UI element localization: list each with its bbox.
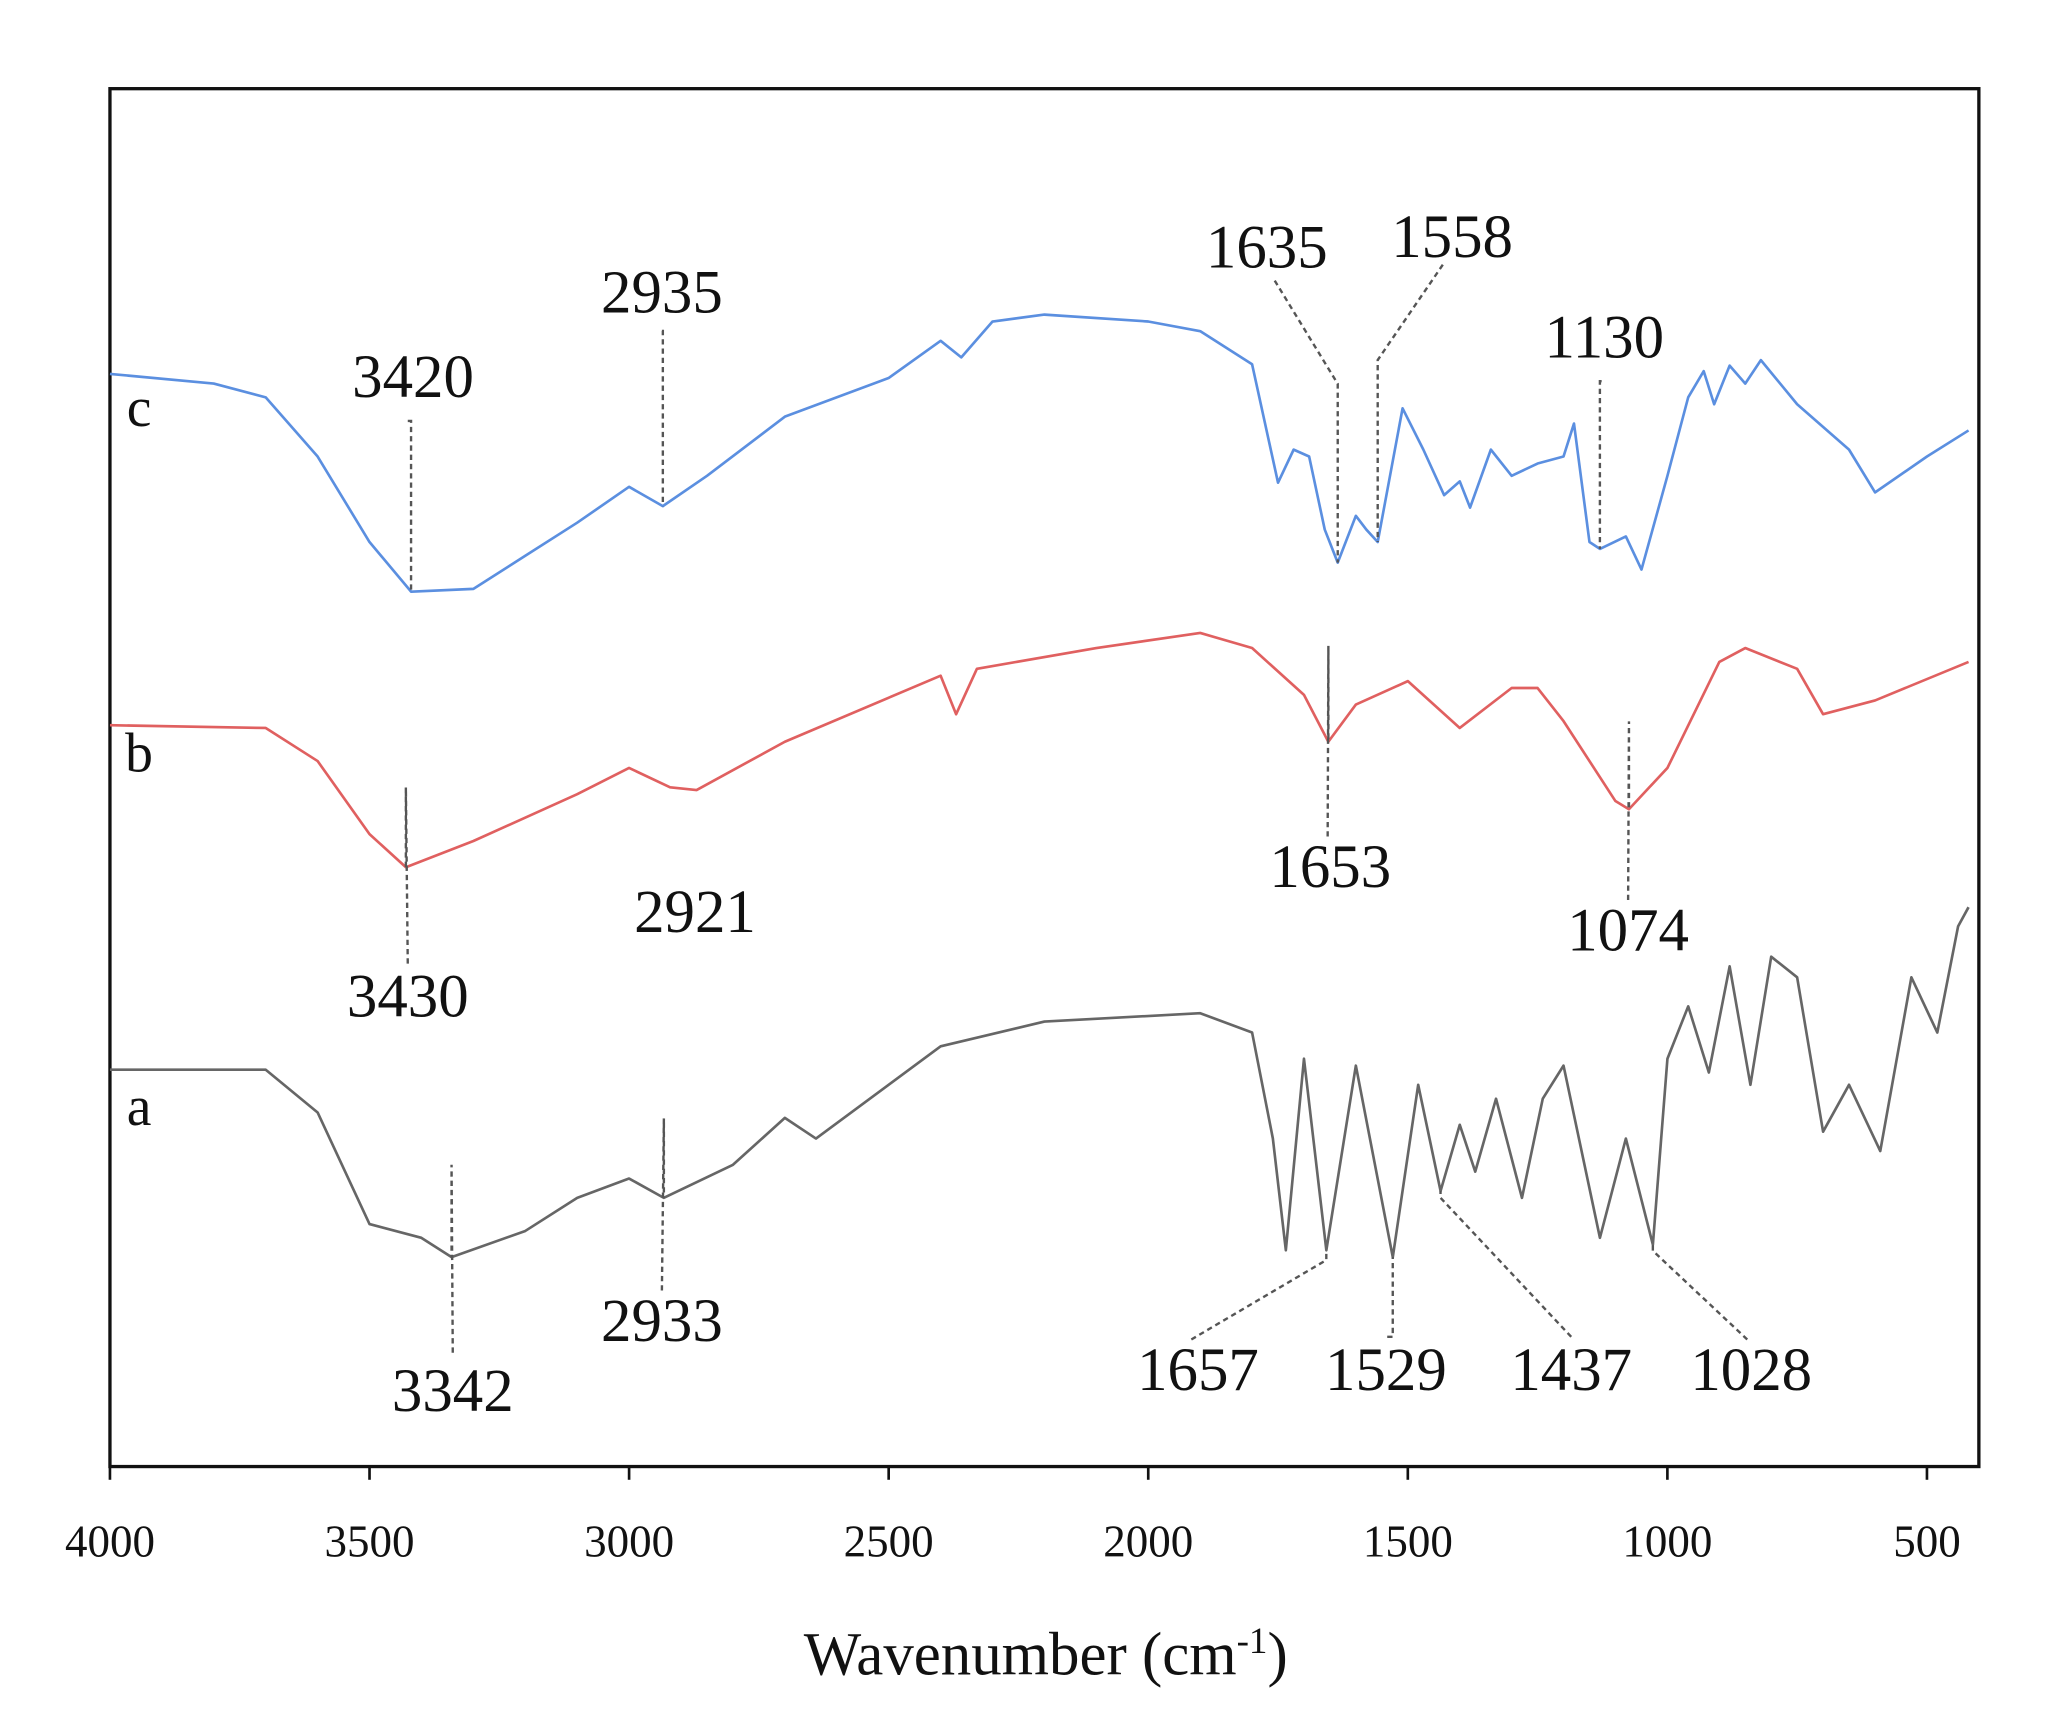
- peak-leader: [1439, 1190, 1573, 1338]
- peak-label: 1653: [1269, 834, 1391, 901]
- series-label: a: [127, 1076, 152, 1138]
- peak-label: 1437: [1510, 1337, 1632, 1404]
- peak-label: 1130: [1545, 304, 1665, 371]
- spectrum-line: [109, 906, 1970, 1259]
- x-tick-label: 2500: [844, 1517, 934, 1567]
- x-axis-label-sup: -1: [1237, 1621, 1268, 1662]
- x-tick-label: 4000: [65, 1517, 155, 1567]
- peak-leader: [407, 419, 413, 592]
- x-axis-label-text: Wavenumber (cm: [804, 1621, 1237, 1688]
- peak-label: 1529: [1325, 1337, 1447, 1404]
- x-tick-label: 2000: [1103, 1517, 1193, 1567]
- peak-label: 2935: [601, 259, 723, 326]
- x-tick-label: 500: [1893, 1517, 1961, 1567]
- x-axis-label: Wavenumber (cm-1): [804, 1621, 1288, 1688]
- peak-label: 2921: [634, 879, 756, 946]
- spectrum-line: [109, 631, 1970, 869]
- peak-leader: [1273, 279, 1339, 563]
- x-tick-label: 3000: [584, 1517, 674, 1567]
- peak-leader: [661, 329, 665, 507]
- x-tick-label: 1000: [1622, 1517, 1712, 1567]
- spectrum-line: [109, 313, 1970, 593]
- peak-label: 3342: [392, 1358, 514, 1425]
- peak-leader: [1598, 380, 1602, 549]
- peak-label: 2933: [601, 1288, 723, 1355]
- peak-leader: [1190, 1250, 1328, 1341]
- series-label: b: [125, 723, 153, 785]
- peak-leader: [1651, 1244, 1749, 1341]
- x-tick-label: 3500: [325, 1517, 415, 1567]
- peak-leader: [1376, 264, 1444, 542]
- peak-leader: [1626, 721, 1631, 901]
- x-tick-label: 1500: [1363, 1517, 1453, 1567]
- peak-label: 3430: [347, 964, 469, 1031]
- plot-frame: [108, 87, 1981, 1469]
- peak-label: 1635: [1206, 214, 1328, 281]
- peak-leader: [404, 787, 409, 964]
- x-axis-label-close: ): [1267, 1621, 1287, 1688]
- peak-leader: [450, 1164, 454, 1353]
- peak-label: 3420: [352, 344, 474, 411]
- peak-leader: [660, 1118, 666, 1291]
- peak-label: 1558: [1391, 204, 1513, 271]
- series-label: c: [127, 377, 152, 439]
- peak-label: 1074: [1567, 897, 1689, 964]
- peak-leader: [1387, 1257, 1394, 1339]
- peak-label: 1028: [1690, 1337, 1812, 1404]
- peak-leader: [1326, 645, 1330, 837]
- peak-label: 1657: [1137, 1337, 1259, 1404]
